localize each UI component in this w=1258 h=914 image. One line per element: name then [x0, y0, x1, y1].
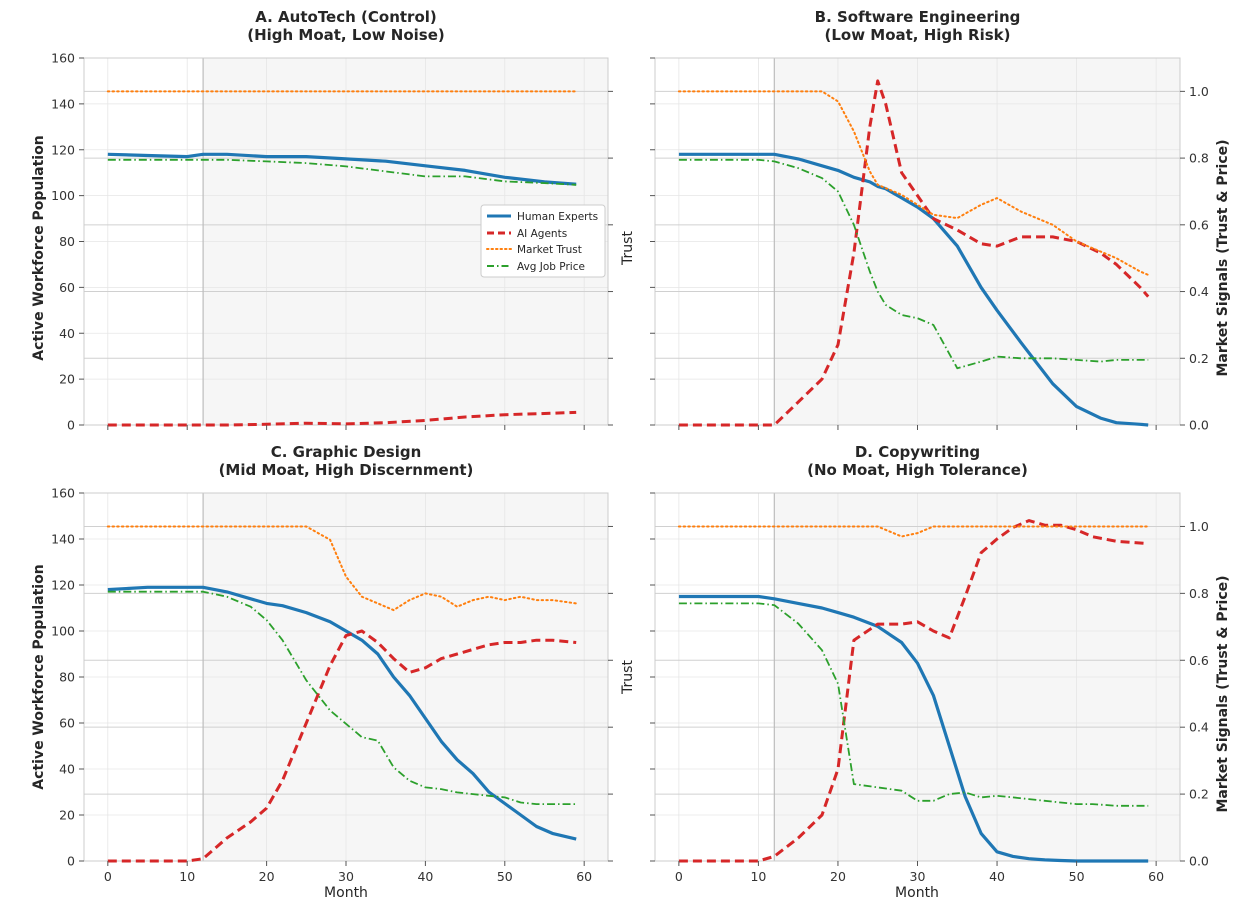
panel-b-y2tick-label: 0.0: [1189, 418, 1209, 433]
panel-d-y2tick-label: 0.8: [1189, 586, 1209, 601]
ylabel-right-top: Market Signals (Trust & Price): [1215, 139, 1231, 376]
panel-a-ytick-label: 160: [51, 51, 75, 66]
panel-c-ytick-label: 160: [51, 486, 75, 501]
panel-b-y2tick-label: 0.6: [1189, 217, 1209, 232]
panel-d-xtick-label: 40: [989, 869, 1005, 884]
panel-d-y2tick-label: 0.6: [1189, 653, 1209, 668]
panel-b-subtitle: (Low Moat, High Risk): [824, 26, 1010, 44]
panel-a-ytick-label: 120: [51, 142, 75, 157]
panel-c-xtick-label: 30: [338, 869, 354, 884]
legend: Human Experts AI Agents Market Trust Avg…: [480, 204, 606, 278]
panel-c-ytick-label: 60: [59, 716, 75, 731]
panel-a-ytick-label: 140: [51, 96, 75, 111]
panel-d-series-price: [678, 602, 1149, 807]
panel-a-ytick-label: 80: [59, 234, 75, 249]
panel-c-ytick-label: 140: [51, 532, 75, 547]
panel-a-ytick-label: 20: [59, 372, 75, 387]
panel-b-y2tick-label: 0.8: [1189, 151, 1209, 166]
panel-c-ytick-label: 0: [67, 854, 75, 869]
panel-c-xtick-label: 0: [104, 869, 112, 884]
panel-c-title: C. Graphic Design: [271, 443, 422, 461]
panel-c-series-human: [107, 585, 577, 841]
panel-c-xtick-label: 40: [417, 869, 433, 884]
panel-a-series-human: [107, 152, 577, 186]
panel-b-title: B. Software Engineering: [815, 8, 1021, 26]
panel-b-y2tick-label: 0.2: [1189, 351, 1209, 366]
panel-c-xtick-label: 10: [179, 869, 195, 884]
panel-c-ytick-label: 40: [59, 762, 75, 777]
ylabel-left-bottom: Active Workforce Population: [31, 564, 47, 789]
panel-c-ytick-label: 100: [51, 624, 75, 639]
xlabel-left: Month: [324, 885, 368, 901]
panel-d-y2tick-label: 0.0: [1189, 854, 1209, 869]
panel-b-y2tick-label: 0.4: [1189, 284, 1209, 299]
panel-a-series-ai: [107, 410, 577, 427]
panel-a-title: A. AutoTech (Control): [255, 8, 437, 26]
panel-d-xtick-label: 0: [675, 869, 683, 884]
panel-d-xtick-label: 30: [910, 869, 926, 884]
panel-c-xtick-label: 50: [497, 869, 513, 884]
panel-b-series-ai: [678, 79, 1150, 427]
panel-c-xtick-label: 20: [259, 869, 275, 884]
twin-label-top: Trust: [620, 231, 636, 266]
panel-a-subtitle: (High Moat, Low Noise): [247, 26, 445, 44]
legend-label-price: Avg Job Price: [517, 261, 585, 273]
panel-c-ytick-label: 20: [59, 808, 75, 823]
panel-d-series-human: [678, 594, 1149, 863]
panel-d-xtick-label: 60: [1148, 869, 1164, 884]
panel-a-series-price: [107, 158, 577, 186]
panel-d-y2tick-label: 0.2: [1189, 787, 1209, 802]
panel-c-series-trust: [106, 525, 578, 612]
ylabel-right-bottom: Market Signals (Trust & Price): [1215, 575, 1231, 812]
panel-a-ytick-label: 40: [59, 326, 75, 341]
panel-b-series-price: [678, 158, 1149, 370]
legend-label-trust: Market Trust: [517, 244, 582, 256]
legend-label-human: Human Experts: [517, 211, 598, 223]
panel-c-ytick-label: 120: [51, 578, 75, 593]
twin-label-bottom: Trust: [620, 660, 636, 695]
panel-d-y2tick-label: 1.0: [1189, 519, 1209, 534]
panel-b-series-human: [678, 152, 1149, 427]
panel-c-xtick-label: 60: [576, 869, 592, 884]
legend-label-ai: AI Agents: [517, 228, 567, 240]
panel-b-y2tick-label: 1.0: [1189, 84, 1209, 99]
panel-d-xtick-label: 50: [1069, 869, 1085, 884]
panel-a-ytick-label: 100: [51, 188, 75, 203]
panel-d-title: D. Copywriting: [855, 443, 980, 461]
panel-c-series-price: [107, 590, 577, 805]
panel-a-ytick-label: 60: [59, 280, 75, 295]
xlabel-right: Month: [895, 885, 939, 901]
panel-d-subtitle: (No Moat, High Tolerance): [807, 461, 1028, 479]
panel-d-xtick-label: 10: [750, 869, 766, 884]
panel-d-xtick-label: 20: [830, 869, 846, 884]
panel-c-series-ai: [107, 629, 577, 863]
panel-c-subtitle: (Mid Moat, High Discernment): [219, 461, 474, 479]
panel-d-y2tick-label: 0.4: [1189, 720, 1209, 735]
panel-c-ytick-label: 80: [59, 670, 75, 685]
panel-a-ytick-label: 0: [67, 418, 75, 433]
ylabel-left-top: Active Workforce Population: [31, 135, 47, 360]
legend-box: [480, 204, 606, 278]
